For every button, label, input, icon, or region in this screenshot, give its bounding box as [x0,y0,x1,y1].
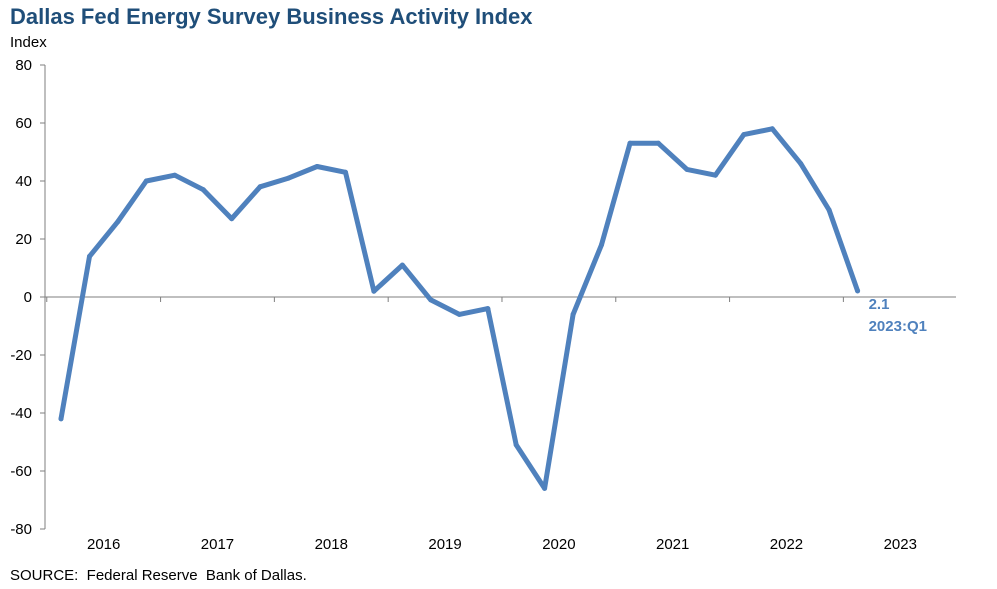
data-point [570,311,576,317]
data-point [485,306,491,312]
y-tick-label: 80 [15,57,32,74]
y-tick-label: -80 [10,521,32,538]
chart-title: Dallas Fed Energy Survey Business Activi… [10,4,533,29]
data-point [655,140,661,146]
data-point [428,297,434,303]
data-point [399,262,405,268]
x-axis: 2016 2017 2018 2019 2020 2021 2022 2023 [45,296,956,553]
x-tick-label: 2017 [201,536,234,553]
last-period-label: 2023:Q1 [869,318,927,335]
data-point [200,187,206,193]
data-point [826,207,832,213]
last-value-label: 2.1 [869,296,890,313]
y-tick-label: -60 [10,463,32,480]
last-value-annotation: 2.1 2023:Q1 [869,296,927,335]
y-tick-label: -40 [10,405,32,422]
data-point [257,184,263,190]
plot-area [58,126,861,491]
data-point [513,442,519,448]
data-point [371,288,377,294]
data-point [769,126,775,132]
data-point [314,164,320,169]
x-tick-label: 2018 [315,536,348,553]
data-point [143,178,149,184]
data-point [741,132,747,138]
data-point [58,416,64,422]
y-tick-label: 20 [15,231,32,248]
data-point [599,242,604,248]
data-point [684,166,690,172]
x-tick-label: 2022 [770,536,803,553]
data-point [712,172,718,178]
y-tick-label: 0 [24,289,32,306]
x-tick-label: 2016 [87,536,120,553]
data-point [286,175,292,181]
data-point [542,485,548,491]
x-tick-label: 2021 [656,536,689,553]
source-note: SOURCE: Federal Reserve Bank of Dallas. [10,567,307,584]
data-point [855,288,861,294]
y-tick-label: -20 [10,347,32,364]
y-tick-label: 60 [15,115,32,132]
data-point [229,216,235,222]
data-point [343,169,348,175]
y-tick-label: 40 [15,173,32,190]
x-tick-label: 2019 [428,536,461,553]
y-axis-unit-label: Index [10,34,47,51]
data-point [172,172,178,178]
data-point [627,140,633,146]
data-point [456,311,462,317]
data-point [87,253,92,259]
series-line [58,126,861,491]
y-axis: 80 60 40 20 0 -20 -40 -60 -80 [10,57,46,538]
data-point [798,161,804,167]
data-point [115,219,121,225]
x-tick-label: 2020 [542,536,575,553]
x-tick-label: 2023 [884,536,917,553]
